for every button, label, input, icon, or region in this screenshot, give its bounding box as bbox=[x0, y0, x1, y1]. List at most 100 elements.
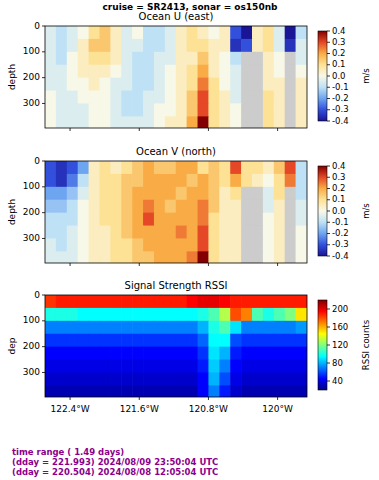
y-tick bbox=[42, 161, 45, 162]
colorbar-tick-label: 0.0 bbox=[332, 206, 346, 216]
y-tick bbox=[42, 346, 45, 347]
cell bbox=[110, 226, 121, 240]
cell bbox=[198, 321, 209, 335]
cell bbox=[252, 385, 263, 397]
cell bbox=[285, 334, 296, 348]
cell bbox=[121, 65, 132, 79]
cell bbox=[176, 91, 187, 105]
colorbar-tick bbox=[327, 53, 330, 54]
cell bbox=[143, 161, 154, 175]
cell bbox=[187, 116, 198, 128]
cell bbox=[110, 238, 121, 252]
cell bbox=[45, 308, 56, 322]
cell bbox=[78, 52, 89, 66]
cell bbox=[89, 187, 100, 201]
x-tick bbox=[277, 397, 278, 400]
panel-title: Ocean V (north) bbox=[136, 146, 216, 157]
no-data bbox=[241, 213, 252, 227]
x-tick bbox=[139, 263, 140, 266]
figure-title: cruise = SR2413, sonar = os150nb bbox=[103, 2, 279, 12]
cell bbox=[252, 360, 263, 374]
cell bbox=[230, 226, 241, 240]
cell bbox=[78, 385, 89, 397]
y-tick bbox=[42, 372, 45, 373]
cell bbox=[45, 174, 56, 188]
x-tick bbox=[277, 263, 278, 266]
cell bbox=[56, 39, 67, 53]
cell bbox=[252, 334, 263, 348]
cell bbox=[176, 26, 187, 40]
cell bbox=[165, 238, 176, 252]
cell bbox=[67, 251, 78, 263]
cell bbox=[263, 161, 274, 175]
colorbar-tick bbox=[327, 363, 330, 364]
cell bbox=[132, 39, 143, 53]
cell bbox=[230, 251, 241, 263]
cell bbox=[154, 308, 165, 322]
cell bbox=[110, 334, 121, 348]
cell bbox=[198, 360, 209, 374]
cell bbox=[296, 52, 307, 66]
cell bbox=[121, 200, 132, 214]
colorbar-tick-label: -0.1 bbox=[332, 217, 349, 227]
colorbar-tick-label: 0.1 bbox=[332, 59, 346, 69]
cell bbox=[45, 200, 56, 214]
cell bbox=[241, 308, 252, 322]
cell bbox=[121, 372, 132, 386]
cell bbox=[121, 385, 132, 397]
cell bbox=[176, 334, 187, 348]
cell bbox=[143, 226, 154, 240]
no-data bbox=[285, 238, 296, 252]
colorbar bbox=[318, 300, 327, 390]
cell bbox=[56, 321, 67, 335]
cell bbox=[89, 39, 100, 53]
cell bbox=[121, 91, 132, 105]
y-tick bbox=[42, 295, 45, 296]
colorbar-tick bbox=[327, 327, 330, 328]
cell bbox=[198, 39, 209, 53]
colorbar-tick bbox=[327, 244, 330, 245]
cell bbox=[230, 52, 241, 66]
cell bbox=[198, 385, 209, 397]
y-tick-label: 200 bbox=[23, 72, 40, 82]
colorbar-tick-label: 0.2 bbox=[332, 183, 346, 193]
cell bbox=[176, 226, 187, 240]
y-tick-label: 200 bbox=[23, 341, 40, 351]
cell bbox=[143, 91, 154, 105]
cell bbox=[143, 39, 154, 53]
cells bbox=[45, 26, 307, 128]
cell bbox=[78, 238, 89, 252]
cell bbox=[187, 200, 198, 214]
cell bbox=[143, 116, 154, 128]
cell bbox=[176, 321, 187, 335]
cell bbox=[99, 91, 110, 105]
y-tick-label: 100 bbox=[23, 315, 40, 325]
cell bbox=[230, 174, 241, 188]
cell bbox=[154, 161, 165, 175]
cell bbox=[219, 78, 230, 92]
colorbar-tick bbox=[327, 199, 330, 200]
cell bbox=[132, 308, 143, 322]
y-tick bbox=[42, 51, 45, 52]
cell bbox=[219, 116, 230, 128]
cell bbox=[78, 78, 89, 92]
cell bbox=[165, 334, 176, 348]
cell bbox=[110, 251, 121, 263]
x-tick bbox=[70, 128, 71, 131]
y-tick-label: 100 bbox=[23, 46, 40, 56]
cell bbox=[99, 213, 110, 227]
cell bbox=[208, 103, 219, 117]
cell bbox=[263, 251, 274, 263]
cell bbox=[176, 238, 187, 252]
cell bbox=[78, 213, 89, 227]
cell bbox=[99, 39, 110, 53]
cell bbox=[89, 26, 100, 40]
cell bbox=[99, 347, 110, 361]
cell bbox=[121, 226, 132, 240]
cell bbox=[143, 360, 154, 374]
cell bbox=[296, 91, 307, 105]
cell bbox=[208, 39, 219, 53]
cell bbox=[263, 372, 274, 386]
cell bbox=[67, 52, 78, 66]
cell bbox=[219, 238, 230, 252]
